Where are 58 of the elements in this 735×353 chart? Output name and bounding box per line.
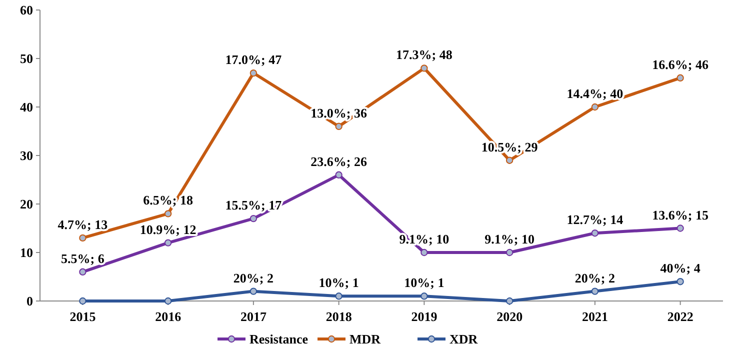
point bbox=[506, 297, 514, 305]
point bbox=[591, 230, 599, 237]
x-tick-label: 2016 bbox=[155, 309, 182, 324]
data-label: 20%; 2 bbox=[574, 270, 615, 286]
point bbox=[164, 210, 172, 218]
point bbox=[79, 268, 86, 276]
point bbox=[79, 234, 86, 242]
point bbox=[420, 248, 428, 256]
point bbox=[335, 171, 342, 178]
data-label: 20%; 2 bbox=[233, 270, 274, 286]
data-label: 17.0%; 47 bbox=[225, 52, 282, 68]
point bbox=[506, 156, 514, 164]
point bbox=[250, 69, 258, 77]
legend-label: Resistance bbox=[250, 332, 308, 347]
data-label: 5.5%; 6 bbox=[61, 250, 105, 266]
data-label: 10.9%; 12 bbox=[140, 222, 196, 237]
point bbox=[335, 292, 342, 300]
y-tick-label: 0 bbox=[26, 294, 33, 309]
y-tick-label: 10 bbox=[20, 245, 33, 260]
legend-label: XDR bbox=[450, 332, 478, 347]
data-label: 9.1%; 10 bbox=[484, 232, 534, 246]
point bbox=[250, 288, 258, 295]
data-label: 4.7%; 13 bbox=[58, 216, 108, 232]
point bbox=[420, 64, 428, 72]
x-tick-label: 2015 bbox=[70, 309, 96, 324]
data-label: 40%; 4 bbox=[660, 260, 701, 276]
y-tick-label: 60 bbox=[20, 2, 33, 18]
x-tick-label: 2021 bbox=[582, 309, 608, 324]
point bbox=[335, 122, 342, 130]
data-label: 10%; 1 bbox=[318, 275, 359, 290]
point bbox=[79, 297, 86, 305]
point bbox=[164, 297, 172, 305]
point bbox=[676, 224, 684, 232]
y-tick-label: 50 bbox=[20, 51, 33, 66]
data-label: 12.7%; 14 bbox=[566, 212, 624, 228]
point bbox=[250, 214, 258, 222]
data-label: 13.6%; 15 bbox=[652, 207, 709, 222]
legend-label: MDR bbox=[350, 332, 382, 347]
point bbox=[676, 278, 684, 286]
x-tick-label: 2017 bbox=[240, 309, 267, 324]
point bbox=[164, 239, 172, 246]
y-tick-label: 20 bbox=[20, 196, 33, 212]
data-label: 23.6%; 26 bbox=[310, 154, 368, 169]
data-label: 16.6%; 46 bbox=[652, 56, 709, 72]
point bbox=[676, 74, 684, 82]
x-tick-label: 2020 bbox=[496, 309, 523, 324]
point bbox=[420, 292, 428, 300]
data-label: 14.4%; 40 bbox=[566, 86, 624, 101]
x-tick-label: 2019 bbox=[411, 309, 438, 324]
x-tick-label: 2018 bbox=[326, 309, 352, 324]
x-tick-label: 2022 bbox=[667, 309, 694, 324]
point bbox=[591, 103, 599, 111]
data-label: 17.3%; 48 bbox=[396, 47, 453, 62]
y-tick-label: 40 bbox=[20, 100, 33, 115]
point bbox=[506, 248, 514, 256]
y-tick-label: 30 bbox=[20, 148, 33, 164]
point bbox=[591, 288, 599, 295]
data-label: 10%; 1 bbox=[404, 275, 444, 290]
